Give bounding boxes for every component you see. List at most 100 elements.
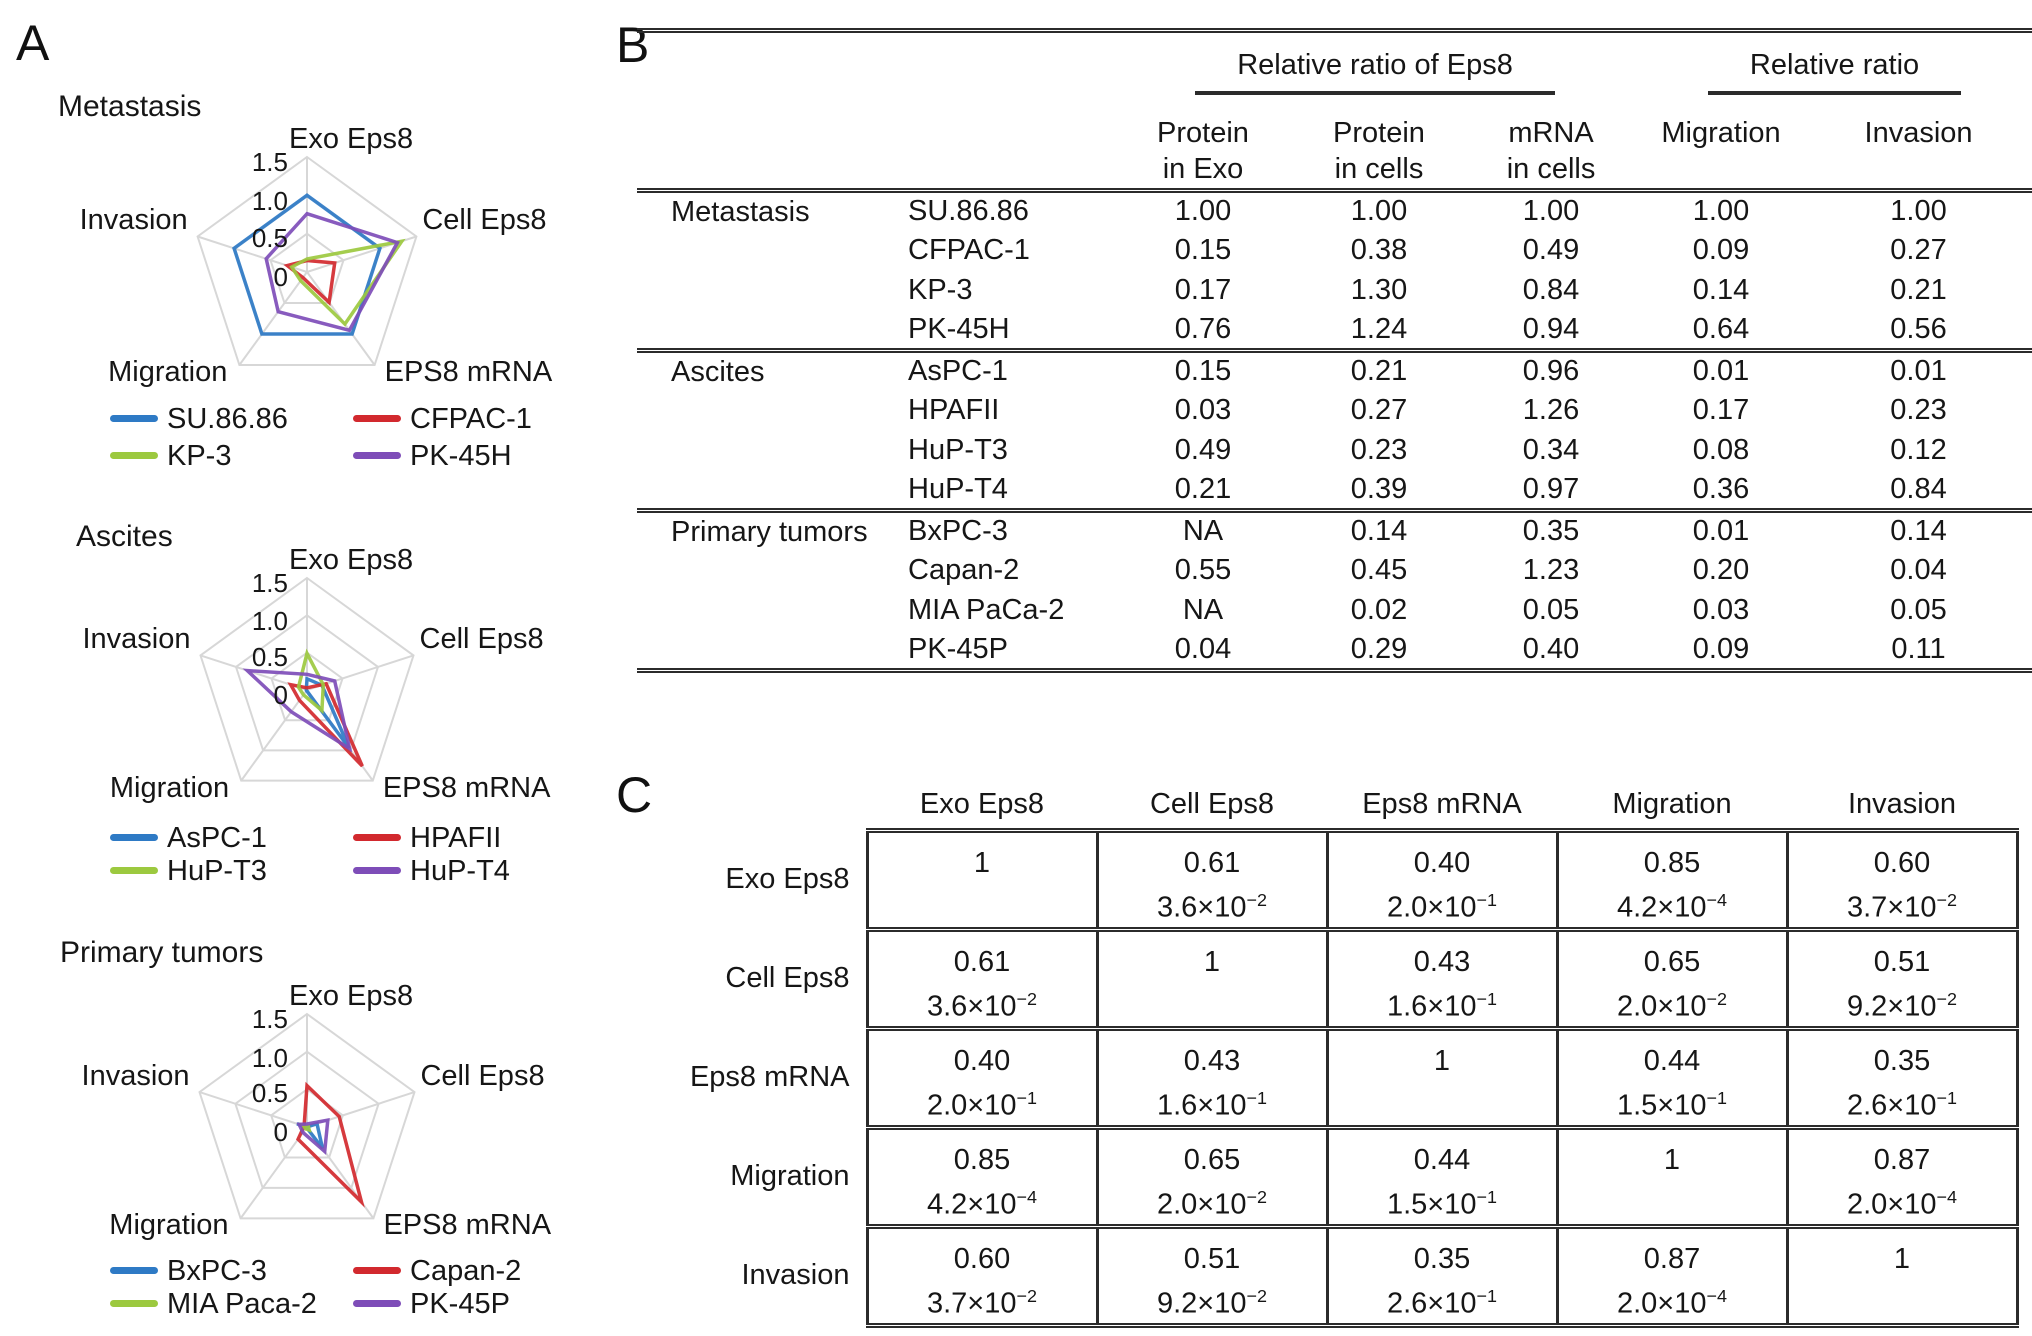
- p-value: 2.0×10−2: [1156, 1186, 1268, 1221]
- column-header-line: mRNA: [1508, 116, 1594, 149]
- p-value: 2.0×10−4: [1616, 1285, 1727, 1320]
- p-value-exponent: −2: [1936, 988, 1958, 1009]
- legend-swatch: [353, 415, 401, 422]
- value-cell: 0.04: [1890, 554, 1947, 586]
- legend-label: SU.86.86: [167, 403, 288, 435]
- correlation-value: 1: [1663, 1143, 1681, 1176]
- correlation-cell: 0.44 1.5×10−1: [1555, 1025, 1789, 1130]
- column-header: Migration: [1612, 788, 1732, 820]
- p-value-exponent: −1: [1476, 1186, 1498, 1207]
- p-value: 3.7×10−2: [1846, 889, 1957, 924]
- radar-spoke: [239, 1126, 308, 1219]
- cell-line-name: PK-45P: [908, 632, 1008, 665]
- table-row: Migration 0.85 4.2×10−4 0.65 2.0×10−2 0.44 1.5…: [637, 1124, 2019, 1229]
- radar-chart-3: [198, 1012, 416, 1220]
- radar-grid-ring: [234, 614, 380, 752]
- column-header: Protein in Exo: [1113, 95, 1293, 191]
- radar-tick-label: 1.0: [251, 606, 288, 637]
- radar-series-polygon: [295, 1081, 365, 1208]
- column-header: Invasion: [1805, 95, 2032, 191]
- p-value-exponent: −1: [1476, 988, 1498, 1009]
- correlation-value: 0.43: [1413, 945, 1471, 978]
- correlation-cell: 0.35 2.6×10−1: [1325, 1223, 1559, 1328]
- p-value: 1.5×10−1: [1616, 1087, 1727, 1122]
- p-value-exponent: −4: [1706, 889, 1728, 910]
- legend-label: MIA Paca-2: [167, 1288, 317, 1320]
- legend-swatch: [353, 1267, 401, 1274]
- correlation-value: 0.85: [1643, 846, 1701, 879]
- axis-label-cell-eps8: Cell Eps8: [420, 1060, 545, 1093]
- value-cell: NA: [1182, 594, 1224, 626]
- value-cell: 0.21: [1890, 274, 1947, 306]
- correlation-value: 1: [1203, 945, 1221, 978]
- legend-label: HuP-T3: [167, 855, 267, 887]
- legend-label: PK-45H: [410, 440, 512, 472]
- table-row: MIA PaCa-2 NA 0.02 0.05 0.03 0.05: [637, 591, 2032, 631]
- radar-series-polygon: [296, 1118, 330, 1155]
- value-cell: 0.49: [1522, 234, 1580, 266]
- column-header-line: Invasion: [1864, 116, 1973, 149]
- legend-swatch: [110, 867, 158, 874]
- value-cell: 0.97: [1522, 472, 1580, 505]
- p-value-exponent: −1: [1016, 1087, 1038, 1108]
- group-header-underline: Relative ratio of Eps8: [1195, 49, 1555, 95]
- table-row: CFPAC-1 0.15 0.38 0.49 0.09 0.27: [637, 231, 2032, 271]
- p-value-exponent: −4: [1936, 1186, 1958, 1207]
- column-header-line: Migration: [1661, 116, 1781, 149]
- value-cell: 0.84: [1522, 274, 1580, 306]
- axis-label-eps8-mrna: EPS8 mRNA: [382, 771, 551, 804]
- cell-line-name: PK-45H: [908, 312, 1010, 345]
- table-row: Capan-2 0.55 0.45 1.23 0.20 0.04: [637, 551, 2032, 591]
- correlation-cell: 0.65 2.0×10−2: [1095, 1124, 1329, 1229]
- cell-line-name: MIA PaCa-2: [908, 594, 1065, 626]
- spacer-cell: [637, 31, 1113, 95]
- p-value: 9.2×10−2: [1156, 1285, 1267, 1320]
- row-label: Invasion: [741, 1259, 850, 1291]
- p-value: 3.6×10−2: [926, 988, 1037, 1023]
- value-cell: 0.56: [1890, 312, 1947, 345]
- radar-tick-label: 0: [273, 680, 288, 710]
- p-value-exponent: −2: [1246, 1186, 1268, 1207]
- p-value-exponent: −1: [1936, 1087, 1958, 1108]
- correlation-cell: 0.61 3.6×10−2: [865, 926, 1099, 1031]
- spacer-cell: [637, 95, 1113, 191]
- value-cell: 0.35: [1465, 508, 1638, 551]
- value-cell: 0.20: [1692, 554, 1750, 586]
- column-header: Migration: [1637, 95, 1805, 191]
- cell-line-name: HuP-T3: [908, 434, 1008, 466]
- correlation-value: 0.87: [1643, 1242, 1701, 1275]
- value-cell: 0.21: [1174, 472, 1232, 505]
- cell-line-name: HuP-T4: [908, 472, 1008, 505]
- eps8-ratio-table: Relative ratio of Eps8 Relative ratio Prot…: [637, 28, 2032, 673]
- p-value: 2.0×10−1: [926, 1087, 1038, 1122]
- correlation-value: 0.35: [1873, 1044, 1931, 1077]
- p-value: 3.6×10−2: [1156, 889, 1267, 924]
- table-row: PK-45H 0.76 1.24 0.94 0.64 0.56: [637, 311, 2032, 351]
- value-cell: 0.01: [1637, 348, 1806, 391]
- radar-grid-ring: [196, 155, 418, 366]
- column-header: Exo Eps8: [919, 788, 1045, 820]
- group-label: Primary tumors: [637, 508, 895, 671]
- radar-chart-1: [196, 155, 418, 366]
- axis-label-invasion: Invasion: [81, 1060, 190, 1093]
- correlation-cell: 1: [865, 827, 1099, 932]
- correlation-value: 0.65: [1183, 1143, 1241, 1176]
- radar-grid-ring: [234, 1050, 380, 1189]
- correlation-value: 0.51: [1183, 1242, 1241, 1275]
- legend-label: PK-45P: [410, 1288, 510, 1320]
- p-value-exponent: −1: [1246, 1087, 1268, 1108]
- radar-series-polygon: [298, 1122, 312, 1133]
- value-cell: 1.00: [1890, 195, 1947, 228]
- value-cell: 0.05: [1522, 594, 1580, 626]
- value-cell: NA: [1113, 508, 1293, 551]
- correlation-cell: 0.44 1.5×10−1: [1325, 1124, 1559, 1229]
- axis-label-migration: Migration: [109, 771, 230, 804]
- cell-line-name: HPAFII: [908, 394, 1000, 426]
- p-value-exponent: −2: [1706, 988, 1728, 1009]
- table-row: HuP-T4 0.21 0.39 0.97 0.36 0.84: [637, 471, 2032, 511]
- radar-grid-ring: [270, 1088, 344, 1159]
- column-group-header: Relative ratio: [1637, 31, 2032, 95]
- p-value: 2.0×10−2: [1616, 988, 1728, 1023]
- p-value: 2.6×10−1: [1846, 1087, 1958, 1122]
